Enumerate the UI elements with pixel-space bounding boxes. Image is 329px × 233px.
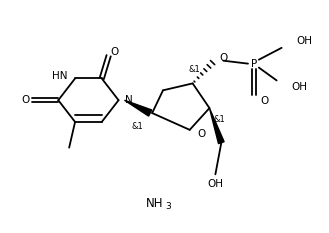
Text: OH: OH [207, 179, 223, 189]
Text: &1: &1 [214, 116, 225, 124]
Text: O: O [198, 129, 206, 139]
Text: O: O [219, 53, 228, 63]
Text: HN: HN [52, 72, 67, 82]
Polygon shape [124, 100, 152, 116]
Text: OH: OH [291, 82, 308, 92]
Text: N: N [125, 95, 133, 105]
Text: P: P [251, 59, 257, 69]
Text: O: O [22, 95, 30, 105]
Text: OH: OH [296, 36, 313, 46]
Text: 3: 3 [165, 202, 171, 211]
Text: &1: &1 [189, 65, 200, 74]
Polygon shape [210, 108, 224, 144]
Text: NH: NH [146, 197, 164, 210]
Text: &1: &1 [132, 122, 143, 131]
Text: O: O [111, 47, 119, 57]
Text: O: O [261, 96, 269, 106]
